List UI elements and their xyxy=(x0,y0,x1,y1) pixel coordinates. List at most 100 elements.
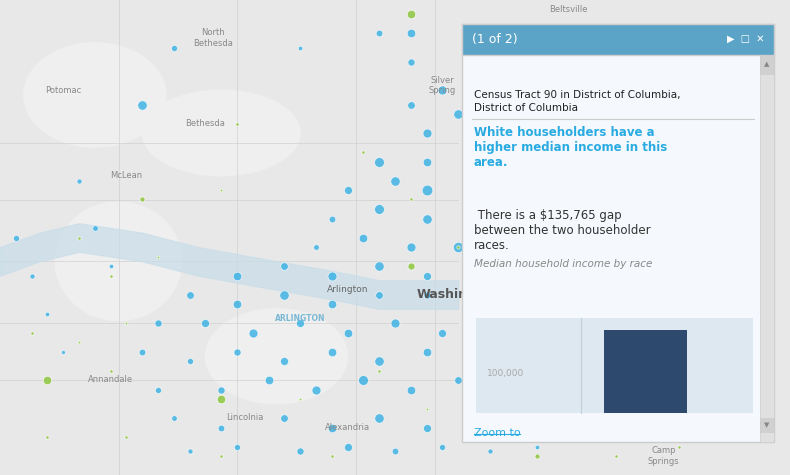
Point xyxy=(436,86,449,94)
Point xyxy=(657,291,670,298)
Point xyxy=(231,120,243,127)
Point xyxy=(420,272,433,279)
Point xyxy=(231,272,243,279)
Point xyxy=(562,262,575,270)
Point xyxy=(294,447,307,455)
Point xyxy=(294,319,307,327)
Point xyxy=(452,243,465,251)
Point xyxy=(88,224,101,232)
Point xyxy=(278,414,291,422)
Point xyxy=(531,129,544,137)
Point xyxy=(231,443,243,450)
Point xyxy=(215,186,228,194)
Point xyxy=(657,158,670,165)
Text: Annandale: Annandale xyxy=(88,376,134,384)
Point xyxy=(547,243,559,251)
Point xyxy=(278,262,291,270)
Point xyxy=(404,10,417,18)
Text: Beltsville: Beltsville xyxy=(550,5,588,14)
Text: Silver
Spring: Silver Spring xyxy=(429,76,456,95)
Point xyxy=(420,158,433,165)
Ellipse shape xyxy=(205,309,348,404)
Text: Arlington: Arlington xyxy=(327,285,368,294)
Point xyxy=(594,386,607,393)
Text: ▶  □  ✕: ▶ □ ✕ xyxy=(728,34,765,44)
Point xyxy=(404,386,417,393)
Point xyxy=(152,319,164,327)
Point xyxy=(357,376,370,384)
Point xyxy=(531,329,544,336)
Point xyxy=(515,272,528,279)
Point xyxy=(25,272,38,279)
Point xyxy=(752,177,765,184)
Point xyxy=(104,262,117,270)
Point xyxy=(231,300,243,308)
Point xyxy=(610,158,623,165)
Point xyxy=(610,452,623,460)
Point xyxy=(578,101,591,108)
Point xyxy=(673,129,686,137)
Point xyxy=(720,91,733,99)
Point xyxy=(215,386,228,393)
Point xyxy=(420,348,433,355)
Point xyxy=(325,424,338,431)
Point xyxy=(689,367,702,374)
Point xyxy=(41,310,54,317)
Point xyxy=(673,215,686,222)
Point xyxy=(404,243,417,251)
Ellipse shape xyxy=(142,90,300,176)
Point xyxy=(325,300,338,308)
Point xyxy=(436,329,449,336)
Point xyxy=(420,186,433,194)
Point xyxy=(752,53,765,61)
Bar xyxy=(760,55,774,442)
Point xyxy=(278,357,291,365)
Text: Hyattsville: Hyattsville xyxy=(665,176,709,185)
Point xyxy=(610,82,623,89)
Point xyxy=(294,395,307,403)
Point xyxy=(452,376,465,384)
Point xyxy=(325,452,338,460)
Point xyxy=(373,414,386,422)
Point xyxy=(531,63,544,70)
Point xyxy=(341,443,354,450)
Point xyxy=(104,272,117,279)
Point xyxy=(515,34,528,42)
Point xyxy=(468,186,480,194)
Bar xyxy=(604,330,687,413)
Point xyxy=(310,386,322,393)
Point xyxy=(483,319,496,327)
Point xyxy=(404,29,417,37)
Point xyxy=(562,357,575,365)
Text: Potomac: Potomac xyxy=(45,86,81,95)
Text: Census Tract 90 in District of Columbia,
District of Columbia: Census Tract 90 in District of Columbia,… xyxy=(474,90,680,114)
Point xyxy=(373,291,386,298)
Point xyxy=(531,443,544,450)
Point xyxy=(215,424,228,431)
Point xyxy=(515,215,528,222)
Text: Hillcrest
Heights: Hillcrest Heights xyxy=(646,380,681,399)
Point xyxy=(720,44,733,51)
Point xyxy=(468,357,480,365)
Point xyxy=(373,29,386,37)
Text: Alexandria: Alexandria xyxy=(325,423,371,432)
Point xyxy=(499,234,512,241)
Point xyxy=(373,367,386,374)
Point xyxy=(673,82,686,89)
Point xyxy=(515,158,528,165)
Point xyxy=(215,395,228,403)
Point xyxy=(720,129,733,137)
Point xyxy=(120,433,133,441)
Point xyxy=(73,234,85,241)
Text: Adelphi: Adelphi xyxy=(664,57,695,66)
Point xyxy=(420,291,433,298)
Point xyxy=(420,405,433,412)
Point xyxy=(373,158,386,165)
Point xyxy=(578,319,591,327)
Point xyxy=(404,262,417,270)
Point xyxy=(483,77,496,85)
Point xyxy=(610,424,623,431)
Point xyxy=(325,348,338,355)
Point xyxy=(515,348,528,355)
Point xyxy=(705,110,717,118)
